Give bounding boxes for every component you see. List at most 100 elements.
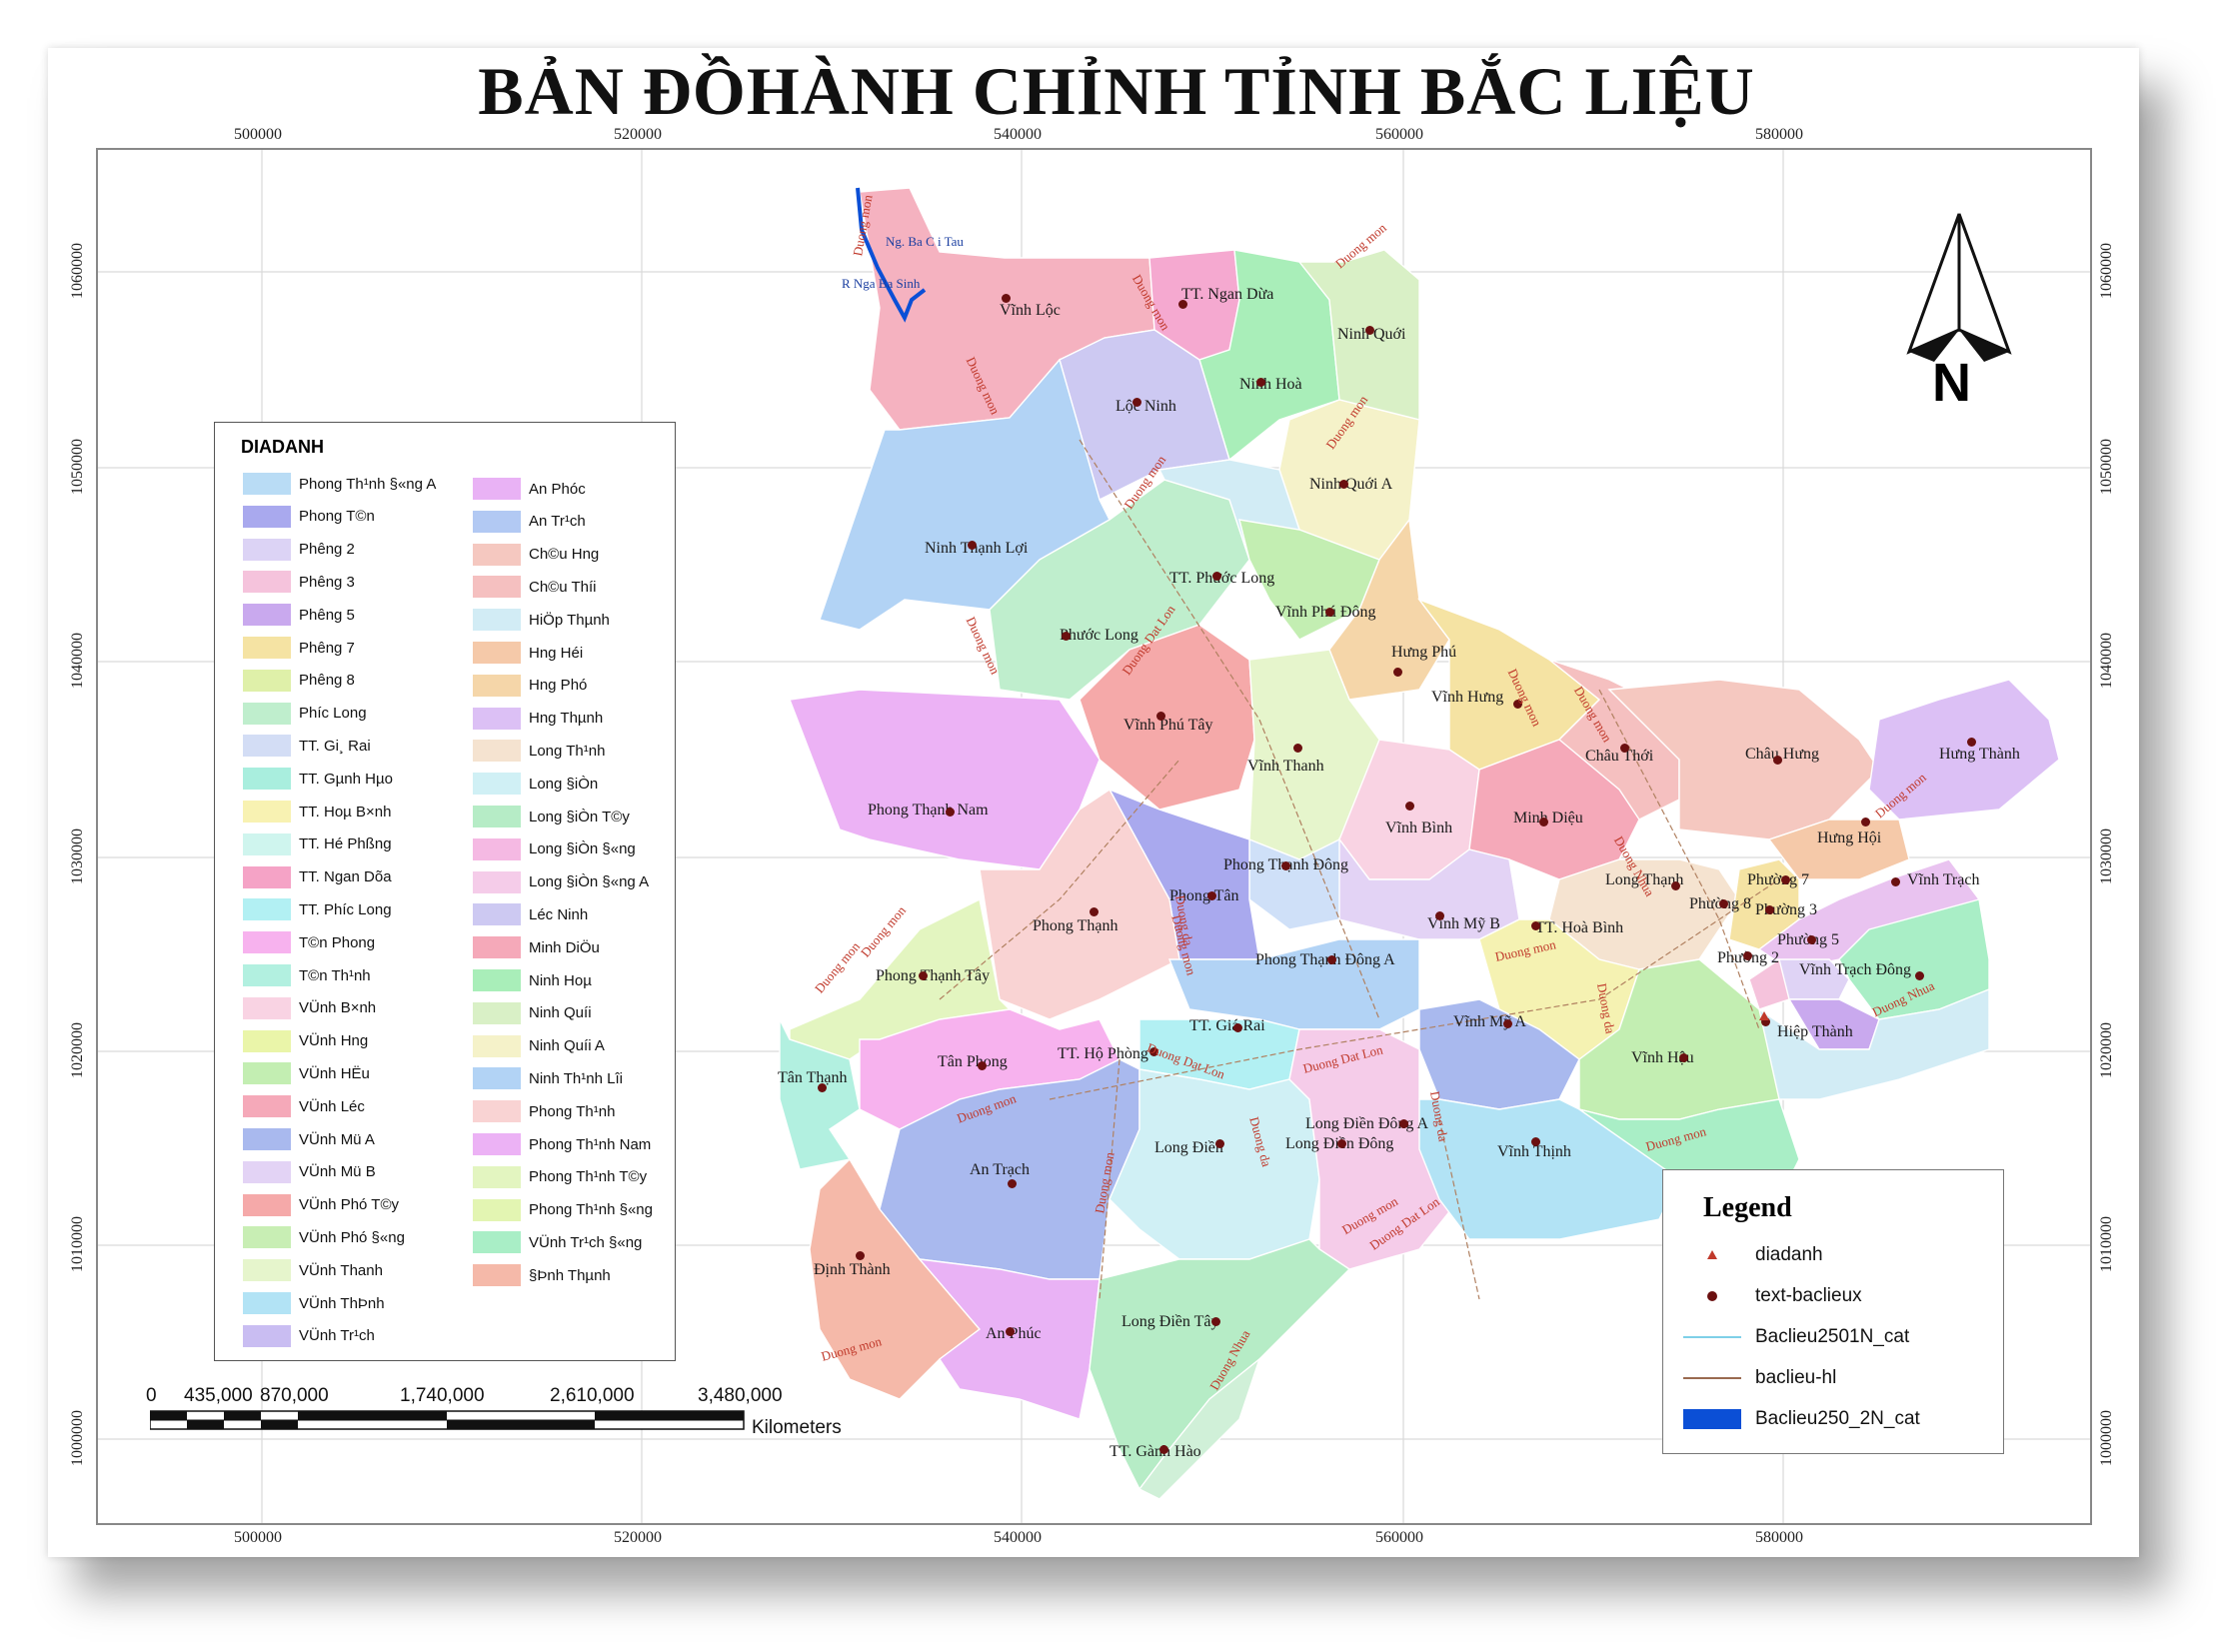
commune-region <box>1089 1238 1351 1491</box>
legend-swatch <box>473 543 521 566</box>
place-label: TT. Hoà Bình <box>1535 919 1624 936</box>
legend-item-label: VÜnh Mü A <box>299 1130 375 1148</box>
road-line <box>1438 1118 1480 1300</box>
diadanh-legend-item: VÜnh Mü B <box>243 1160 376 1183</box>
diadanh-legend-item: VÜnh HËu <box>243 1062 370 1085</box>
place-point-icon <box>1149 1047 1158 1056</box>
place-label: Long Điền Đông A <box>1305 1115 1429 1132</box>
legend-item-baclieu250: Baclieu250_2N_cat <box>1683 1404 1920 1434</box>
place-label: Châu Hưng <box>1745 746 1819 763</box>
grid-tick-label: 1050000 <box>2098 439 2115 495</box>
scale-bar-graphic <box>150 1410 745 1430</box>
legend-item-baclieu-hl: baclieu-hl <box>1683 1363 1836 1393</box>
legend-swatch <box>473 1067 521 1090</box>
place-label: Hưng Hội <box>1817 829 1882 846</box>
commune-region <box>1297 249 1420 421</box>
place-label: Minh Diệu <box>1513 810 1583 826</box>
legend-item-label: Ninh Quíi A <box>529 1037 605 1055</box>
place-point-icon <box>1002 294 1011 303</box>
legend-item-label: H­ng Héi <box>529 644 584 662</box>
diadanh-legend-item: TT. Hoµ B×nh <box>243 801 391 823</box>
legend-item-label: Baclieu250_2N_cat <box>1755 1408 1920 1429</box>
grid-tick-label: 540000 <box>994 1529 1042 1546</box>
diadanh-legend-item: Long §iÒn §«ng <box>473 837 636 860</box>
diadanh-legend-item: H­ng Phó <box>473 674 587 697</box>
legend-swatch <box>243 1128 291 1150</box>
place-point-icon <box>1365 326 1374 335</box>
place-label: TT. Ngan Dừa <box>1181 286 1274 303</box>
place-label: Long Điền <box>1154 1139 1223 1156</box>
diadanh-legend-item: TT. Gµnh Hµo <box>243 768 393 791</box>
place-point-icon <box>1215 1139 1224 1148</box>
legend-swatch <box>473 1133 521 1155</box>
place-label: Tân Thạnh <box>778 1069 848 1086</box>
grid-tick-label: 1020000 <box>69 1022 86 1078</box>
legend-swatch <box>473 707 521 730</box>
place-point-icon <box>1435 911 1444 920</box>
legend-item-label: Ph­êng 2 <box>299 541 355 559</box>
commune-region <box>1757 987 1990 1100</box>
place-point-icon <box>1393 668 1402 677</box>
place-point-icon <box>1861 818 1870 826</box>
legend-swatch <box>473 1231 521 1254</box>
place-point-icon <box>1090 907 1099 916</box>
diadanh-legend-item: VÜnh Léc <box>243 1095 365 1118</box>
legend-item-label: Long §iÒn <box>529 775 599 793</box>
place-point-icon <box>919 971 928 980</box>
legend-swatch <box>473 773 521 796</box>
legend-swatch <box>243 1029 291 1052</box>
legend-item-label: TT. Hé Phßng <box>299 835 392 853</box>
legend-swatch <box>473 642 521 664</box>
legend-item-label: VÜnh B×nh <box>299 999 377 1017</box>
place-point-icon <box>1399 1119 1408 1128</box>
diadanh-legend-item: TT. Ngan Dõa <box>243 865 392 888</box>
legend-swatch <box>243 505 291 528</box>
grid-tick-label: 1030000 <box>2098 828 2115 884</box>
legend-item-label: VÜnh H­ng <box>299 1032 369 1050</box>
diadanh-legend-item: HiÖp Thµnh <box>473 609 610 632</box>
north-arrow: N <box>1904 212 2014 417</box>
place-point-icon <box>1761 1017 1770 1026</box>
place-point-icon <box>1765 905 1774 914</box>
place-point-icon <box>1178 300 1187 309</box>
legend-swatch <box>243 931 291 954</box>
diadanh-legend-item: §Þnh Thµnh <box>473 1264 611 1287</box>
legend-swatch <box>243 1062 291 1085</box>
legend-item-label: VÜnh HËu <box>299 1064 370 1082</box>
legend-item-label: Phong Th¹nh Nam <box>529 1135 652 1153</box>
grid-tick-label: 580000 <box>1755 1529 1803 1546</box>
place-point-icon <box>1337 1139 1346 1148</box>
legend-swatch <box>473 576 521 599</box>
legend-item-label: Ph­êng 5 <box>299 606 355 624</box>
legend-swatch <box>243 832 291 855</box>
legend-item-label: VÜnh Phó §«ng <box>299 1228 405 1246</box>
place-label: Vĩnh Trạch <box>1907 871 1980 888</box>
diadanh-legend-item: VÜnh Phó T©y <box>243 1193 399 1216</box>
diadanh-legend-item: TT. Hé Phßng <box>243 832 392 855</box>
place-label: Phong Tân <box>1169 887 1239 904</box>
diadanh-legend-item: Long §iÒn §«ng A <box>473 870 649 893</box>
diadanh-legend-item: Ninh Th¹nh Lîi <box>473 1067 623 1090</box>
legend-swatch <box>243 604 291 627</box>
legend-item-label: Ch©u H­ng <box>529 546 600 564</box>
legend-item-label: An Tr¹ch <box>529 513 586 531</box>
legend-item-label: Ninh Th¹nh Lîi <box>529 1069 623 1087</box>
legend-swatch <box>243 964 291 986</box>
legend-item-label: Ch©u Thíi <box>529 578 597 596</box>
scale-unit: Kilometers <box>752 1417 842 1438</box>
legend-item-label: Ninh Hoµ <box>529 971 592 989</box>
legend-item-label: Phong Th¹nh <box>529 1102 616 1120</box>
fill-icon <box>1683 1406 1741 1432</box>
legend-item-label: VÜnh Tr¹ch <box>299 1327 375 1345</box>
place-label: Vĩnh Thịnh <box>1497 1143 1571 1160</box>
commune-region <box>918 1258 1101 1420</box>
commune-region <box>1338 836 1520 940</box>
diadanh-legend-item: An Phóc <box>473 478 586 500</box>
legend-swatch <box>243 768 291 791</box>
road-line <box>1049 878 1780 1100</box>
legend-swatch <box>473 870 521 893</box>
commune-region <box>1109 1068 1320 1260</box>
legend-swatch <box>243 473 291 495</box>
legend-swatch <box>473 609 521 632</box>
